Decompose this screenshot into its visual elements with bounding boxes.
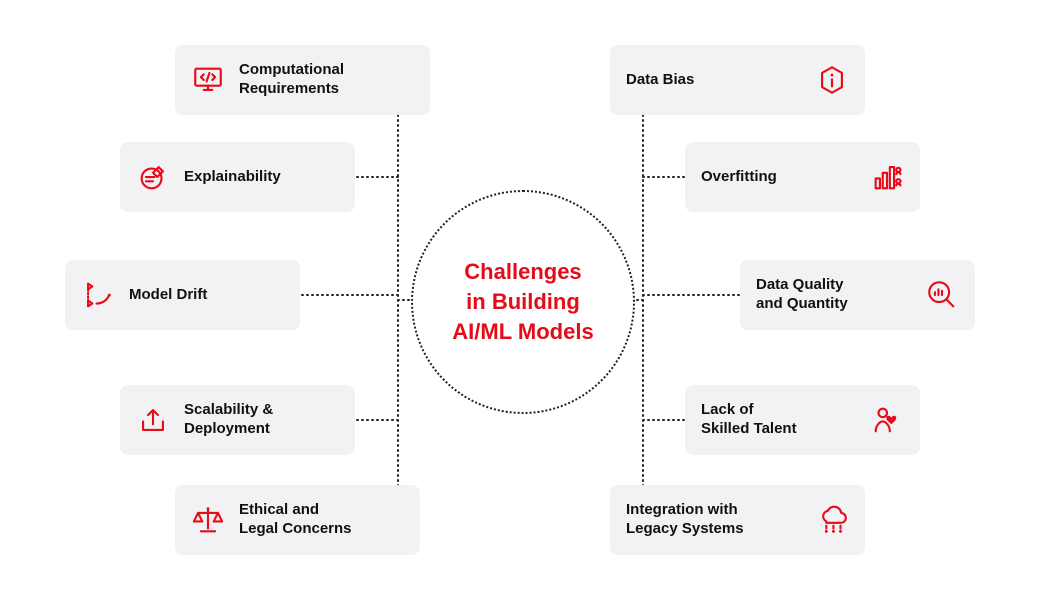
card-label: Explainability <box>184 168 281 187</box>
card-explainability: Explainability <box>120 142 355 212</box>
card-label: Ethical andLegal Concerns <box>239 501 352 539</box>
card-label: ComputationalRequirements <box>239 61 344 99</box>
infographic-canvas: Challengesin BuildingAI/ML Models Computa… <box>0 0 1041 600</box>
card-data-quality: Data Qualityand Quantity <box>740 260 975 330</box>
card-label: Lack ofSkilled Talent <box>701 401 797 439</box>
center-circle: Challengesin BuildingAI/ML Models <box>411 190 635 414</box>
scales-icon <box>191 503 225 537</box>
card-model-drift: Model Drift <box>65 260 300 330</box>
card-label: Overfitting <box>701 168 777 187</box>
cloud-nodes-icon <box>815 503 849 537</box>
card-data-bias: Data Bias <box>610 45 865 115</box>
card-talent: Lack ofSkilled Talent <box>685 385 920 455</box>
card-label: Data Bias <box>626 71 694 90</box>
card-integration: Integration withLegacy Systems <box>610 485 865 555</box>
card-scalability: Scalability &Deployment <box>120 385 355 455</box>
card-ethics: Ethical andLegal Concerns <box>175 485 420 555</box>
edit-circle-icon <box>136 160 170 194</box>
drift-arrows-icon <box>81 278 115 312</box>
center-title: Challengesin BuildingAI/ML Models <box>452 257 593 346</box>
card-label: Model Drift <box>129 286 207 305</box>
card-computational: ComputationalRequirements <box>175 45 430 115</box>
bar-people-icon <box>870 160 904 194</box>
upload-icon <box>136 403 170 437</box>
info-hex-icon <box>815 63 849 97</box>
magnify-chart-icon <box>925 278 959 312</box>
card-label: Data Qualityand Quantity <box>756 276 848 314</box>
card-label: Integration withLegacy Systems <box>626 501 744 539</box>
person-heart-icon <box>870 403 904 437</box>
card-overfitting: Overfitting <box>685 142 920 212</box>
monitor-code-icon <box>191 63 225 97</box>
card-label: Scalability &Deployment <box>184 401 273 439</box>
